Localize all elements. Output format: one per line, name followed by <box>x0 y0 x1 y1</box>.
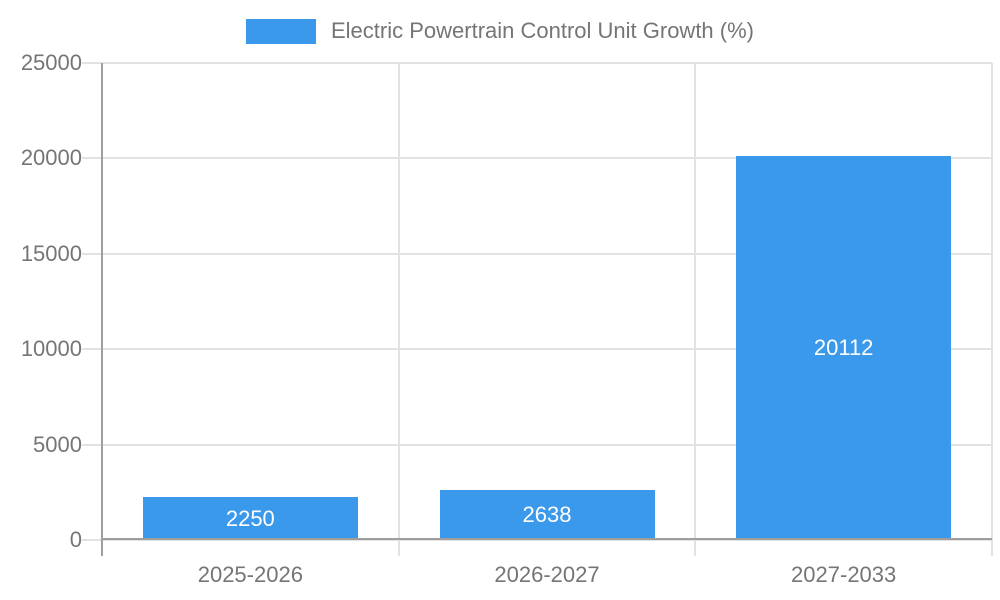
gridline-0 <box>82 539 992 541</box>
chart-legend: Electric Powertrain Control Unit Growth … <box>0 18 1000 44</box>
y-tick-label: 15000 <box>20 240 82 266</box>
bar-2027-2033: 20112 <box>736 156 952 540</box>
x-tick-label: 2027-2033 <box>791 562 897 587</box>
bar-value-label: 2250 <box>225 505 275 531</box>
x-tick-label: 2026-2027 <box>494 562 600 587</box>
column-separator <box>397 63 400 556</box>
gridline-25000 <box>82 62 992 64</box>
y-tick-label: 10000 <box>20 336 82 362</box>
gridline-5000 <box>82 443 992 446</box>
gridline-10000 <box>82 348 992 351</box>
x-tick-label: 2025-2026 <box>197 562 303 587</box>
bar-2026-2027: 2638 <box>439 489 655 540</box>
bar-2025-2026: 2250 <box>142 497 358 540</box>
plot-area: 2250 2638 20112 0 5000 10000 15000 20000 25000 … <box>21 50 993 587</box>
column-separator <box>694 63 697 556</box>
y-axis-line <box>101 63 103 556</box>
y-tick-label: 20000 <box>20 145 82 171</box>
x-axis-line <box>102 538 992 540</box>
y-tick-label: 25000 <box>20 50 82 75</box>
legend-label: Electric Powertrain Control Unit Growth … <box>330 18 754 43</box>
gridline-20000 <box>82 157 992 160</box>
y-tick-label: 5000 <box>33 431 82 457</box>
bar-value-label: 2638 <box>522 501 572 527</box>
y-tick-label: 0 <box>69 527 82 552</box>
gridline-15000 <box>82 252 992 255</box>
bar-value-label: 20112 <box>813 335 874 361</box>
legend-swatch <box>245 18 316 44</box>
column-separator <box>991 63 993 556</box>
